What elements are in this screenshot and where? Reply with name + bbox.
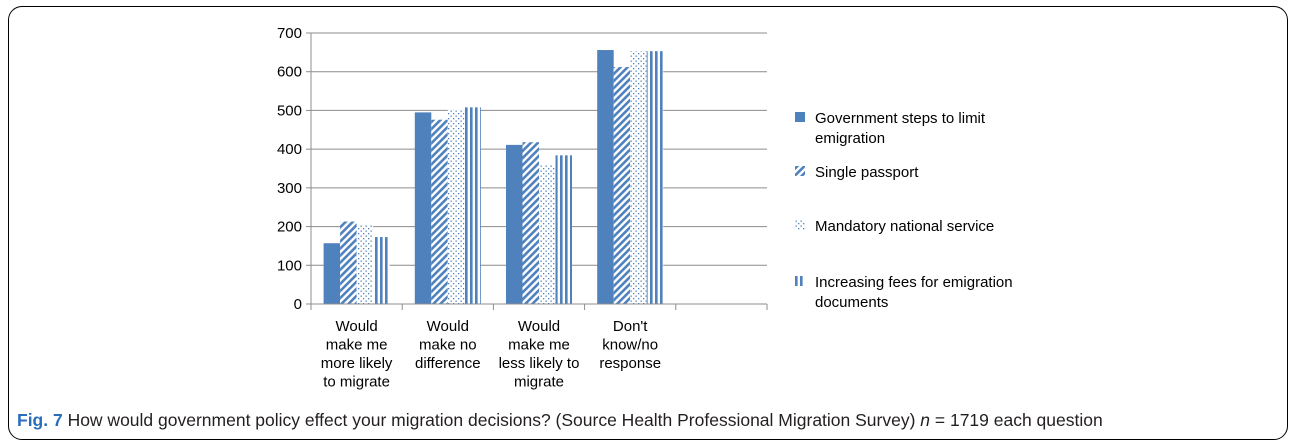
legend-label: Government steps to limit emigration [815, 110, 986, 147]
y-tick-labels: 0 100 200 300 400 500 600 700 [277, 25, 302, 313]
y-tick-label: 500 [277, 102, 302, 119]
x-category-label: Would make me more likely to migrate [321, 318, 393, 391]
legend-label: Increasing fees for emigration documents [815, 274, 1013, 311]
y-tick-label: 100 [277, 257, 302, 274]
bar-series-1-cat-3 [613, 67, 631, 304]
bar-series-0-cat-3 [597, 50, 614, 304]
legend: Government steps to limit emigration Singl… [795, 110, 1013, 311]
legend-swatch [795, 276, 805, 286]
bar-series-3-cat-3 [646, 51, 664, 305]
bar-series-0-cat-2 [506, 144, 523, 304]
x-category-labels: Would make me more likely to migrate Would ma… [321, 318, 661, 391]
bar-chart: 0 100 200 300 400 500 600 700 Would make me more … [277, 25, 1013, 391]
axes [310, 33, 768, 310]
legend-label: Single passport [815, 164, 919, 181]
bar-series-1-cat-0 [340, 221, 357, 304]
bar-series-3-cat-0 [373, 237, 390, 304]
bar-series-3-cat-2 [555, 155, 572, 304]
y-tick-label: 0 [294, 296, 302, 313]
bar-series-1-cat-2 [522, 142, 539, 304]
legend-swatch [795, 112, 805, 122]
bar-series-2-cat-0 [356, 225, 374, 304]
legend-swatch [795, 166, 805, 176]
figure-label: Fig. 7 [17, 410, 63, 430]
y-tick-label: 200 [277, 219, 302, 236]
bar-series-2-cat-2 [539, 165, 556, 304]
x-category-label: Don't know/no response [599, 318, 661, 372]
y-tick-label: 400 [277, 141, 302, 158]
bar-series-2-cat-1 [447, 109, 465, 304]
bar-series-0-cat-1 [414, 112, 432, 304]
legend-swatch [795, 220, 805, 230]
caption-text-before: How would government policy effect your … [62, 410, 921, 430]
y-tick-label: 300 [277, 180, 302, 197]
y-tick-label: 700 [277, 25, 302, 42]
figure-caption: Fig. 7 How would government policy effec… [17, 410, 1283, 431]
x-category-label: Would make no difference [415, 318, 481, 372]
bars [323, 50, 664, 305]
y-tick-label: 600 [277, 64, 302, 81]
bar-series-3-cat-1 [464, 107, 481, 305]
x-category-label: Would make me less likely to migrate [499, 318, 580, 391]
legend-label: Mandatory national service [815, 218, 994, 235]
bar-series-0-cat-0 [323, 243, 341, 304]
caption-text-after: = 1719 each question [930, 410, 1103, 430]
bar-series-2-cat-3 [630, 51, 647, 305]
caption-n-symbol: n [920, 410, 931, 430]
bar-series-1-cat-1 [431, 119, 448, 304]
